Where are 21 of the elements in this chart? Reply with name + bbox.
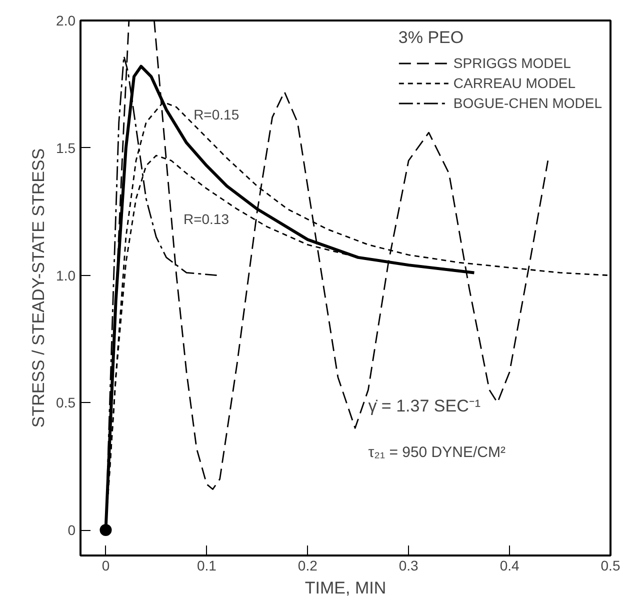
- x-tick-label: 0.4: [500, 558, 520, 574]
- legend-label: BOGUE-CHEN MODEL: [453, 95, 602, 111]
- annotation: R=0.13: [183, 210, 230, 227]
- annotation: τ₂₁ = 950 DYNE/CM²: [368, 444, 506, 462]
- y-tick-label: 0: [68, 522, 76, 538]
- x-tick-label: 0.3: [398, 558, 419, 574]
- x-tick-label: 0: [102, 558, 110, 574]
- y-tick-label: 2.0: [56, 12, 76, 28]
- y-tick-label: 0.5: [56, 394, 76, 411]
- x-tick-label: 0.2: [298, 558, 318, 574]
- annotation: γ̇ = 1.37 SEC⁻¹: [368, 396, 481, 416]
- x-axis-title: TIME, MIN: [304, 578, 386, 598]
- y-tick-label: 1.5: [56, 140, 76, 156]
- annotation: R=0.15: [194, 106, 240, 122]
- x-tick-label: 0.5: [600, 558, 620, 574]
- legend-label: SPRIGGS MODEL: [453, 55, 571, 71]
- y-axis-title: STRESS / STEADY-STATE STRESS: [29, 148, 48, 428]
- x-tick-label: 0.1: [196, 558, 217, 574]
- y-tick-label: 1.0: [56, 267, 76, 284]
- legend-title: 3% PEO: [398, 28, 465, 48]
- legend-label: CARREAU MODEL: [453, 75, 576, 91]
